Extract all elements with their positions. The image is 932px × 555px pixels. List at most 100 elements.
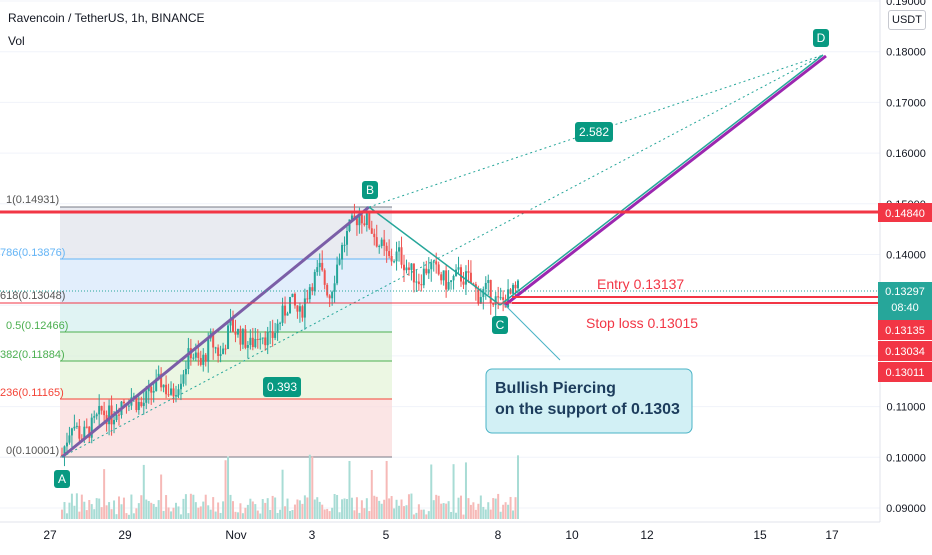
candle — [489, 280, 492, 303]
volume-bar — [415, 512, 418, 519]
volume-bar — [502, 504, 505, 519]
x-tick-label: 17 — [825, 528, 839, 542]
volume-bar — [477, 503, 480, 519]
candle — [85, 426, 88, 428]
candle — [269, 331, 272, 333]
candle — [199, 358, 202, 365]
candle — [142, 402, 145, 407]
candle — [323, 270, 326, 285]
time-axis[interactable]: 27 29 Nov 3 5 8 10 12 15 17 — [0, 521, 932, 550]
volume-bar — [68, 502, 71, 519]
volume-bar — [318, 501, 321, 519]
volume-indicator-label[interactable]: Vol — [8, 34, 25, 48]
candle — [360, 214, 363, 224]
price-tag-last: 0.13297 08:40 — [878, 282, 932, 320]
volume-bar — [403, 506, 405, 519]
volume-bar — [219, 512, 222, 519]
harmonic-pattern[interactable] — [61, 54, 827, 459]
volume-bar — [365, 498, 368, 519]
volume-bar — [118, 496, 120, 519]
candle — [281, 305, 284, 323]
volume-bar — [303, 495, 306, 519]
candle — [336, 264, 339, 284]
candle — [326, 284, 329, 296]
candle — [204, 354, 207, 362]
candle — [368, 213, 371, 229]
x-tick-label: 5 — [383, 528, 390, 542]
candle — [244, 329, 247, 348]
volume-bar — [284, 506, 287, 519]
fib-label-0236: 236(0.11165) — [0, 387, 64, 399]
callout-note[interactable]: Bullish Piercing on the support of 0.130… — [485, 368, 693, 434]
volume-bar — [108, 502, 111, 519]
volume-bar — [274, 497, 277, 519]
candle — [445, 270, 448, 290]
y-tick-label: 0.16000 — [886, 148, 926, 160]
candle — [430, 262, 433, 270]
fib-label-05: 0.5(0.12466) — [6, 320, 68, 332]
candle — [179, 383, 182, 390]
volume-bar — [341, 499, 344, 519]
svg-text:0.13034: 0.13034 — [885, 346, 925, 358]
candle — [492, 302, 495, 305]
volume-bar — [88, 500, 91, 519]
volume-bar — [450, 511, 453, 519]
candle — [98, 405, 101, 415]
volume-bar — [398, 505, 401, 519]
volume-bar — [120, 504, 123, 519]
candle — [350, 215, 353, 220]
candle — [462, 281, 465, 285]
currency-button[interactable]: USDT — [888, 10, 926, 30]
candle — [284, 305, 287, 316]
volume-bar — [487, 502, 490, 519]
candle — [219, 354, 222, 356]
candle — [415, 281, 418, 283]
volume-bar — [368, 511, 371, 519]
candle — [160, 373, 163, 388]
candle — [192, 357, 195, 359]
volume-bar — [264, 502, 267, 519]
price-axis[interactable]: 0.190000.180000.170000.160000.150000.140… — [878, 0, 932, 522]
volume-bar — [259, 513, 262, 519]
volume-bar — [507, 504, 510, 519]
fib-label-0382: 382(0.11884) — [0, 349, 65, 361]
volume-bar — [479, 495, 482, 519]
candle — [93, 416, 96, 418]
y-tick-label: 0.10000 — [886, 452, 926, 464]
candle — [75, 425, 78, 427]
volume-bar — [167, 507, 170, 519]
volume-bar — [90, 504, 93, 519]
volume-bar — [323, 509, 326, 519]
candle — [353, 215, 356, 219]
price-tag-stop: 0.13011 — [878, 362, 932, 382]
candle — [202, 354, 205, 365]
volume-bar — [338, 512, 341, 519]
point-label-c: C — [492, 316, 508, 334]
candle — [271, 331, 274, 338]
candle — [222, 348, 225, 355]
candle — [73, 426, 76, 429]
volume-bar — [229, 494, 232, 519]
volume-bar — [157, 500, 160, 519]
volume-bar — [514, 497, 517, 519]
volume-bar — [293, 504, 296, 519]
candle — [100, 405, 103, 411]
volume-bar — [333, 494, 336, 519]
candle — [90, 417, 93, 438]
volume-bar — [140, 495, 143, 519]
trade-levels[interactable]: Entry 0.13137 Stop loss 0.13015 — [0, 210, 880, 331]
volume-bars — [61, 454, 519, 519]
volume-bar — [306, 497, 309, 519]
volume-bar — [407, 494, 410, 519]
candle — [286, 313, 289, 316]
volume-bar — [289, 510, 291, 519]
candle — [108, 405, 111, 425]
volume-bar — [360, 500, 363, 519]
volume-bar — [125, 513, 128, 519]
candle — [450, 280, 453, 283]
candle — [375, 237, 378, 247]
candle — [393, 261, 396, 263]
candle — [417, 281, 420, 285]
x-tick-label: 8 — [495, 528, 502, 542]
